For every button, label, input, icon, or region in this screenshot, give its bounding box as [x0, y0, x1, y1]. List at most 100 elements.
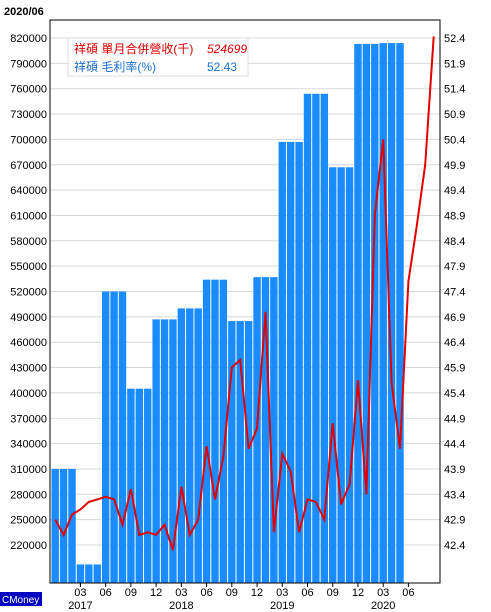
right-tick-label: 45.9 — [444, 363, 465, 375]
x-tick-label: 12 — [352, 587, 364, 599]
right-tick-label: 42.4 — [444, 540, 465, 552]
x-tick-label: 03 — [377, 587, 389, 599]
revenue-bar — [194, 308, 202, 583]
revenue-bar — [362, 43, 371, 584]
revenue-bar — [329, 167, 337, 583]
revenue-bar — [93, 564, 101, 583]
revenue-bar — [244, 321, 253, 583]
right-tick-label: 43.4 — [444, 489, 465, 501]
legend: 祥碩 單月合併營收(千) 524699 祥碩 毛利率(%) 52.43 — [67, 37, 249, 77]
x-tick-label: 06 — [200, 587, 212, 599]
brand-badge-bg — [0, 592, 42, 606]
revenue-bar — [219, 279, 228, 583]
revenue-bar — [312, 93, 320, 584]
left-tick-label: 550000 — [10, 261, 47, 273]
right-tick-label: 48.4 — [444, 236, 465, 248]
left-tick-label: 220000 — [10, 540, 47, 552]
revenue-bar — [387, 43, 396, 583]
revenue-bar — [76, 564, 85, 583]
x-tick-label: 06 — [301, 587, 313, 599]
bars — [51, 43, 404, 584]
plot-frame — [49, 19, 441, 584]
left-tick-label: 610000 — [10, 210, 47, 222]
revenue-bar — [295, 141, 303, 583]
revenue-bar — [169, 319, 177, 583]
revenue-bar — [118, 291, 127, 583]
left-tick-label: 700000 — [10, 134, 47, 146]
left-tick-label: 280000 — [10, 489, 47, 501]
x-tick-label: 12 — [150, 587, 162, 599]
revenue-bar — [396, 43, 404, 583]
left-tick-label: 520000 — [10, 287, 47, 299]
revenue-bar — [211, 279, 219, 583]
legend-margin-label: 祥碩 毛利率(%) — [74, 59, 156, 74]
revenue-bar — [228, 321, 236, 583]
right-tick-label: 50.9 — [444, 109, 465, 121]
left-tick-label: 790000 — [10, 58, 47, 70]
revenue-bar — [337, 167, 345, 583]
revenue-bar — [160, 319, 169, 583]
x-tick-label: 03 — [74, 587, 86, 599]
right-tick-label: 51.9 — [444, 58, 465, 70]
revenue-bar — [144, 388, 152, 583]
revenue-bar — [371, 43, 379, 584]
x-tick-label: 06 — [402, 587, 414, 599]
left-tick-label: 430000 — [10, 363, 47, 375]
x-year-label: 2017 — [68, 600, 92, 612]
legend-revenue-label: 祥碩 單月合併營收(千) — [74, 41, 193, 56]
left-axis-labels: 220000 250000 280000 310000 340000 370000 4000… — [10, 33, 47, 552]
x-year-label: 2020 — [371, 600, 395, 612]
revenue-bar — [152, 319, 160, 583]
left-tick-label: 730000 — [10, 109, 47, 121]
right-tick-label: 51.4 — [444, 84, 465, 96]
legend-box — [67, 37, 249, 77]
left-tick-label: 640000 — [10, 185, 47, 197]
revenue-bar — [51, 468, 59, 583]
left-tick-label: 820000 — [10, 33, 47, 45]
right-tick-label: 46.4 — [444, 337, 465, 349]
x-tick-label: 09 — [226, 587, 238, 599]
x-year-label: 2018 — [169, 600, 193, 612]
x-tick-label: 03 — [276, 587, 288, 599]
right-tick-label: 47.9 — [444, 261, 465, 273]
revenue-bar — [236, 321, 244, 583]
right-tick-label: 42.9 — [444, 515, 465, 527]
revenue-bar — [101, 291, 110, 583]
revenue-bar — [270, 277, 278, 583]
left-tick-label: 340000 — [10, 439, 47, 451]
period-label: 2020/06 — [4, 6, 44, 18]
right-tick-label: 50.4 — [444, 134, 465, 146]
left-tick-label: 250000 — [10, 515, 47, 527]
x-tick-label: 09 — [125, 587, 137, 599]
left-tick-label: 490000 — [10, 312, 47, 324]
right-tick-label: 44.9 — [444, 413, 465, 425]
legend-margin-value: 52.43 — [207, 60, 237, 74]
revenue-bar — [345, 167, 354, 583]
revenue-bar — [135, 388, 144, 583]
revenue-bar — [286, 141, 295, 583]
revenue-bar — [202, 279, 211, 583]
right-tick-label: 48.9 — [444, 210, 465, 222]
x-tick-label: 09 — [327, 587, 339, 599]
revenue-bar — [379, 43, 387, 583]
right-tick-label: 44.4 — [444, 439, 465, 451]
revenue-bar — [85, 564, 93, 583]
margin-line-group — [54, 36, 435, 551]
revenue-bar — [177, 308, 186, 583]
x-tick-label: 06 — [100, 587, 112, 599]
left-tick-label: 760000 — [10, 84, 47, 96]
right-tick-label: 49.4 — [444, 185, 465, 197]
revenue-bar — [68, 468, 76, 583]
right-tick-label: 45.4 — [444, 388, 465, 400]
right-tick-label: 49.9 — [444, 160, 465, 172]
revenue-bar — [320, 93, 329, 584]
margin-line — [54, 36, 435, 551]
legend-revenue-value: 524699 — [207, 42, 247, 56]
x-axis-labels: 03 06 09 12 03 06 09 12 03 06 09 12 03 06 2017 2018 2019… — [68, 583, 415, 612]
left-tick-label: 400000 — [10, 388, 47, 400]
revenue-bar — [59, 468, 68, 583]
revenue-bar — [127, 388, 135, 583]
revenue-bar — [110, 291, 118, 583]
brand-badge: CMoney — [0, 592, 42, 606]
